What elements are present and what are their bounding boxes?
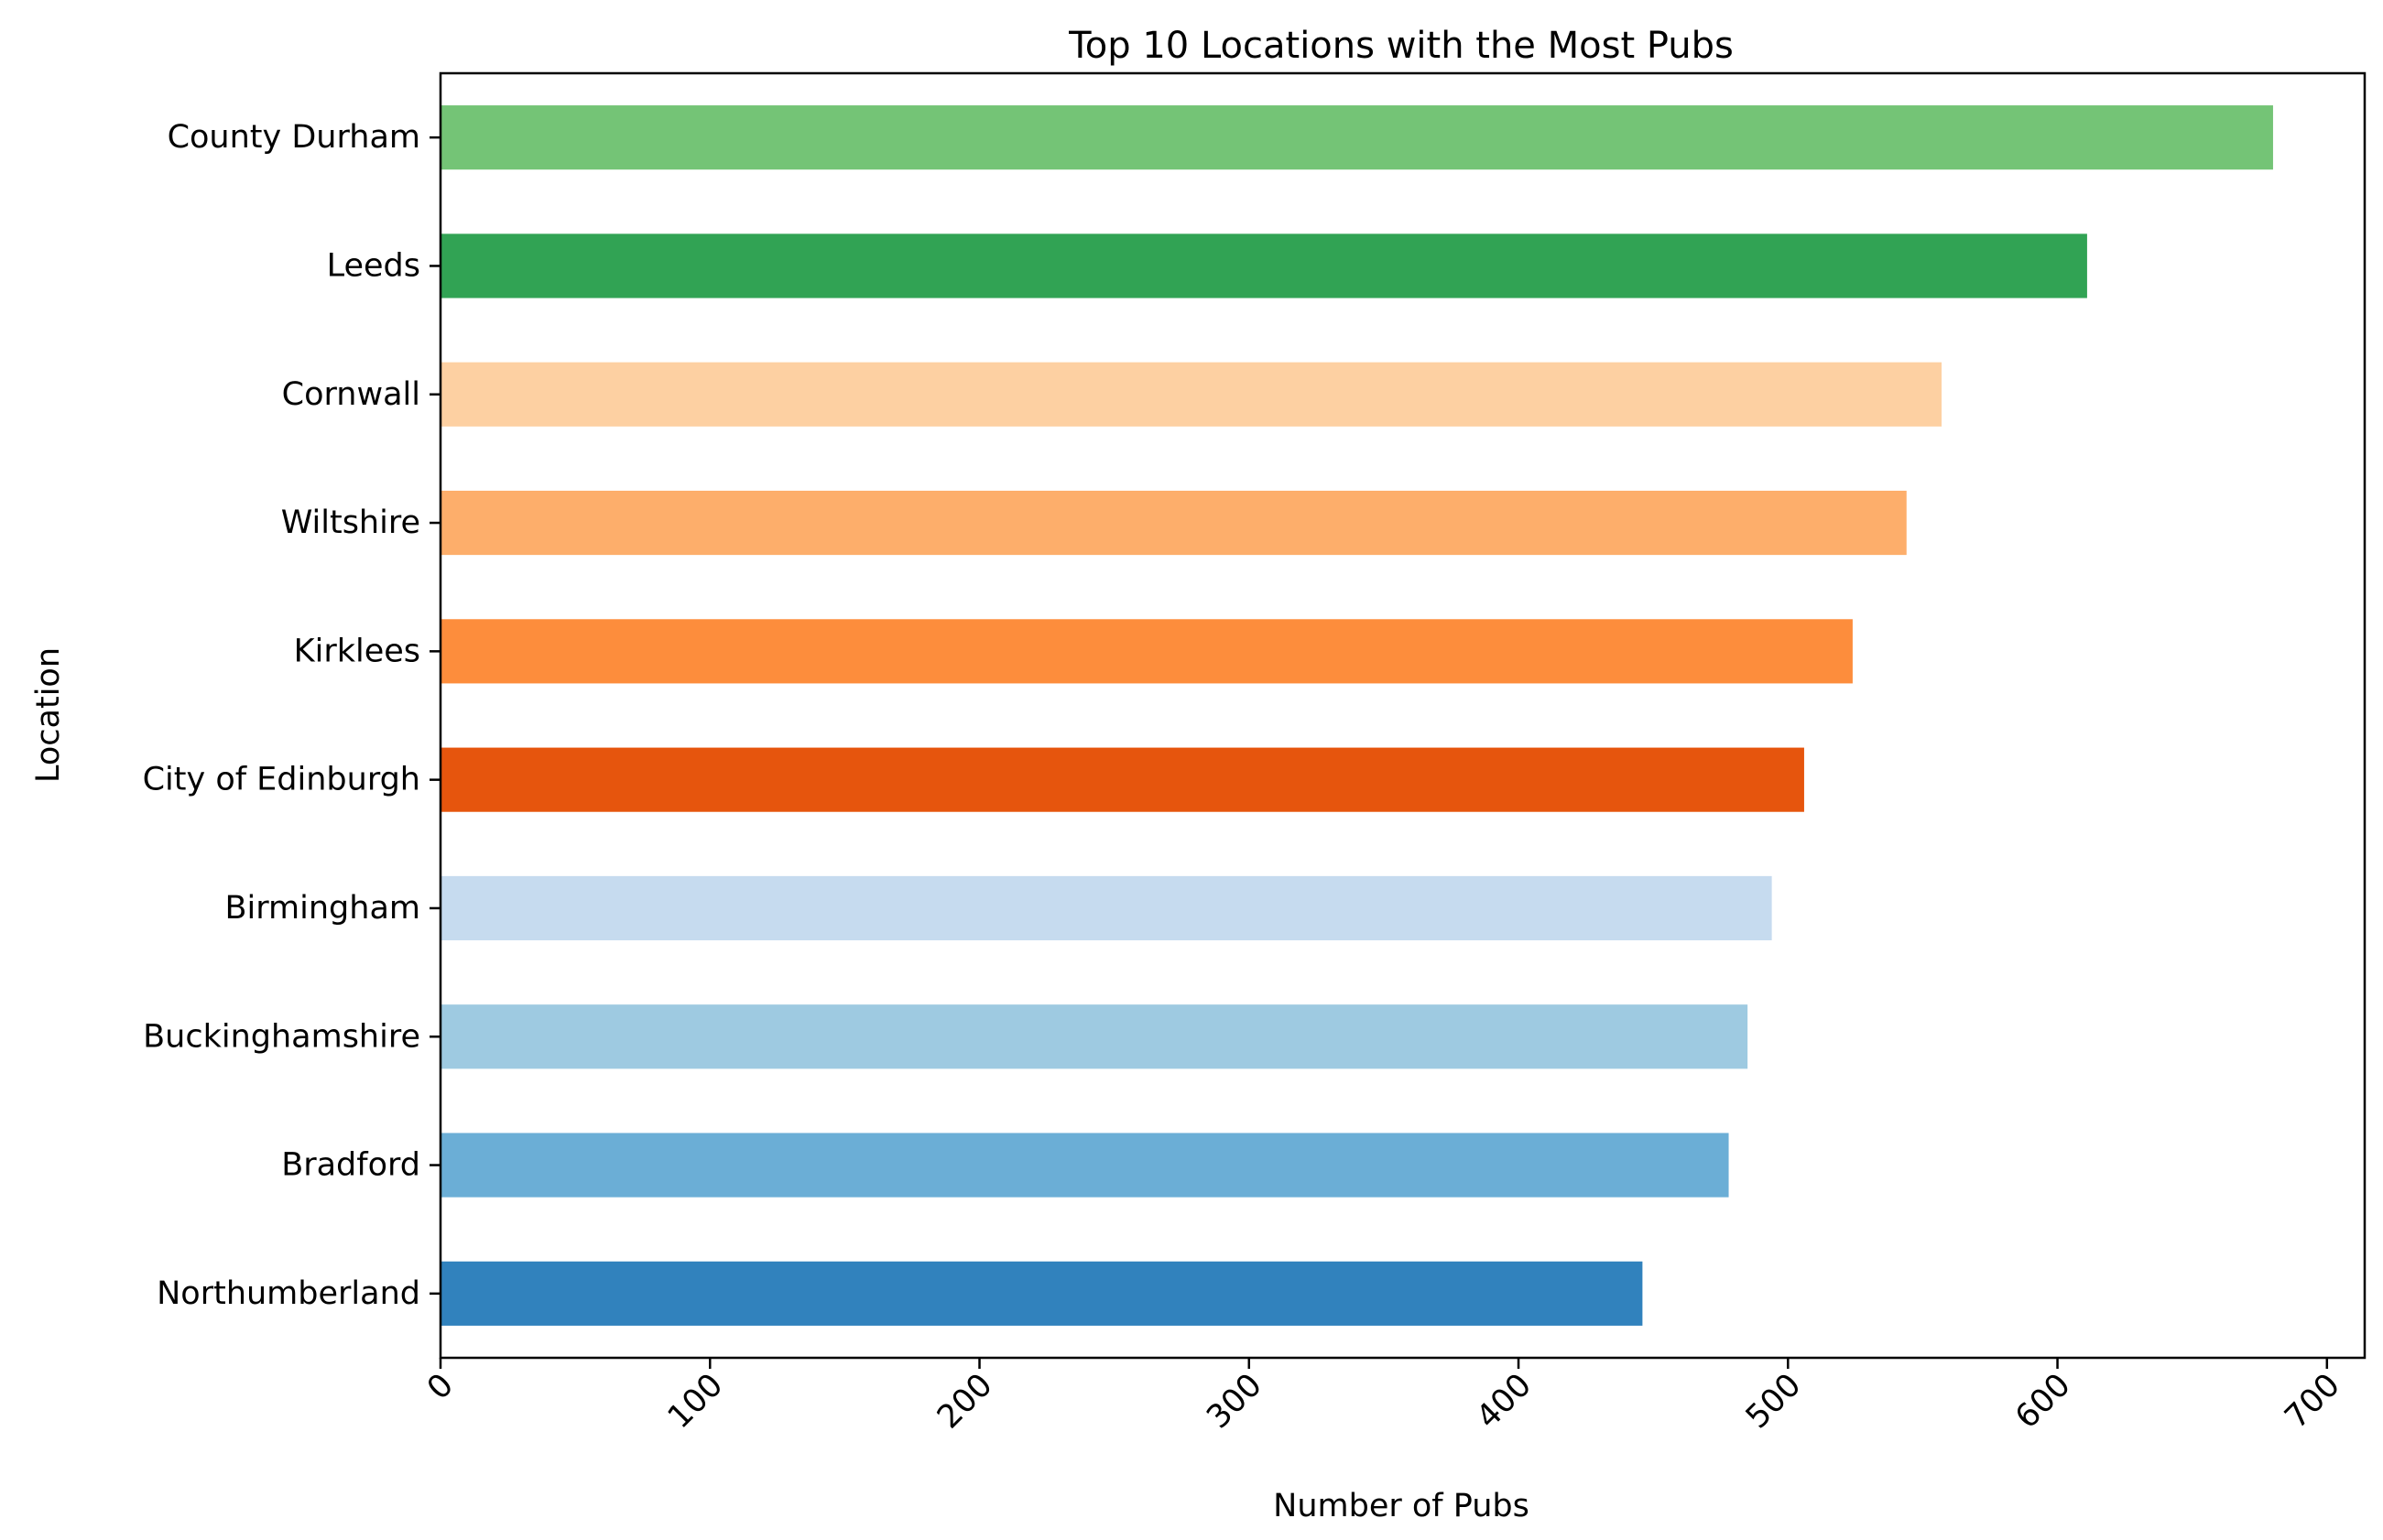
bar [441, 362, 1942, 427]
y-tick-label: County Durham [168, 119, 420, 156]
x-tick-label: 300 [1200, 1367, 1269, 1437]
x-tick-label: 200 [930, 1367, 1000, 1437]
bar [441, 875, 1772, 941]
x-tick-label: 700 [2278, 1367, 2347, 1437]
chart-title: Top 10 Locations with the Most Pubs [1068, 25, 1734, 67]
y-axis-label: Location [30, 647, 67, 783]
plot-frame [439, 71, 2367, 1360]
bar [441, 747, 1804, 812]
bar [441, 619, 1853, 684]
bar [441, 490, 1907, 556]
bar [441, 233, 2087, 298]
y-tick-label: Cornwall [282, 376, 420, 413]
x-tick-label: 0 [420, 1367, 461, 1407]
bar [441, 1133, 1729, 1198]
y-tick-label: Bradford [281, 1147, 420, 1184]
bar [441, 1261, 1643, 1326]
x-axis-label: Number of Pubs [1273, 1488, 1529, 1524]
y-tick-label: Buckinghamshire [143, 1018, 420, 1055]
y-tick-label: Northumberland [157, 1275, 420, 1312]
bar [441, 1004, 1748, 1069]
y-tick-label: Kirklees [294, 633, 420, 669]
x-tick-label: 100 [661, 1367, 731, 1437]
y-tick-label: Wiltshire [281, 504, 420, 541]
y-tick-label: City of Edinburgh [143, 762, 420, 798]
bar [441, 105, 2273, 170]
y-axis-ticks: County Durham Leeds Cornwall Wiltshire Kirkl… [143, 119, 441, 1312]
y-tick-label: Leeds [327, 247, 420, 284]
x-tick-label: 500 [1739, 1367, 1809, 1437]
x-tick-label: 400 [1470, 1367, 1540, 1437]
bars-group [441, 105, 2273, 1326]
y-tick-label: Birmingham [225, 890, 420, 927]
x-axis-ticks: 0 100 200 300 400 500 600 700 [420, 1358, 2347, 1436]
x-tick-label: 600 [2008, 1367, 2078, 1437]
